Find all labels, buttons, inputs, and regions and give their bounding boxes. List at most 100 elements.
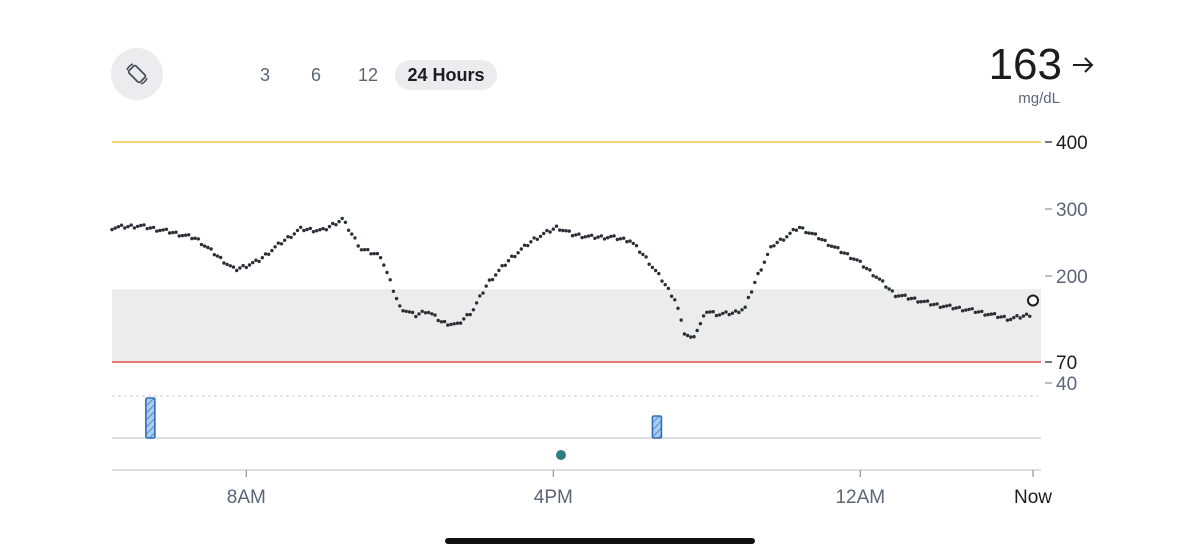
- glucose-point: [155, 229, 159, 233]
- y-tick-label: 70: [1056, 353, 1077, 374]
- glucose-point: [762, 260, 767, 264]
- glucose-point: [385, 270, 389, 275]
- range-option-3h[interactable]: 3: [259, 65, 270, 85]
- glucose-point: [574, 233, 578, 237]
- current-reading-marker[interactable]: [1027, 294, 1039, 307]
- rotate-button[interactable]: [111, 48, 163, 100]
- glucose-point: [733, 309, 738, 313]
- glucose-point: [327, 224, 332, 229]
- y-tick-label: 200: [1056, 267, 1088, 288]
- glucose-point: [983, 313, 987, 317]
- home-indicator[interactable]: [445, 538, 755, 544]
- glucose-point: [206, 245, 210, 250]
- glucose-point: [295, 228, 300, 233]
- glucose-point: [462, 317, 466, 321]
- glucose-point: [708, 310, 712, 314]
- glucose-point: [567, 229, 571, 233]
- glucose-point: [161, 228, 165, 232]
- glucose-point: [695, 328, 699, 333]
- glucose-point: [449, 322, 453, 327]
- glucose-point: [893, 294, 898, 299]
- target-range-band: [112, 289, 1041, 362]
- glucose-point: [570, 234, 575, 238]
- glucose-point: [820, 237, 824, 242]
- glucose-point: [289, 235, 293, 240]
- y-tick-label: 300: [1056, 200, 1088, 221]
- glucose-point: [417, 312, 421, 316]
- glucose-point: [135, 224, 140, 229]
- glucose-point: [638, 250, 642, 254]
- glucose-point: [948, 303, 952, 307]
- glucose-point: [913, 296, 917, 300]
- glucose-point: [423, 311, 428, 315]
- range-option-12h[interactable]: 12: [357, 65, 379, 85]
- glucose-point: [590, 233, 594, 237]
- glucose-point: [519, 247, 523, 251]
- glucose-point: [494, 273, 498, 277]
- glucose-point: [631, 241, 635, 246]
- glucose-point: [235, 268, 239, 273]
- glucose-point: [916, 300, 920, 304]
- glucose-point: [657, 271, 661, 276]
- glucose-point: [865, 266, 869, 271]
- range-option-6h[interactable]: 6: [310, 65, 321, 85]
- glucose-point: [513, 254, 517, 259]
- glucose-point: [711, 310, 715, 314]
- y-tick-label: 400: [1056, 133, 1088, 154]
- glucose-point: [139, 223, 143, 228]
- glucose-point: [334, 223, 338, 227]
- glucose-point: [804, 230, 808, 235]
- insulin-dose-bar[interactable]: [145, 397, 156, 439]
- current-glucose-value: 163: [988, 40, 1062, 89]
- glucose-point: [116, 225, 121, 229]
- glucose-point: [478, 294, 482, 298]
- glucose-point: [196, 237, 200, 241]
- glucose-point: [903, 293, 907, 297]
- glucose-point: [849, 256, 853, 261]
- glucose-point: [407, 310, 412, 314]
- glucose-point: [653, 268, 658, 273]
- glucose-point: [1028, 314, 1032, 318]
- glucose-point: [551, 227, 555, 231]
- glucose-point: [305, 227, 309, 232]
- range-option-24h[interactable]: 24 Hours: [395, 60, 497, 90]
- glucose-point: [542, 231, 546, 236]
- glucose-point: [529, 240, 533, 244]
- glucose-point: [791, 227, 795, 232]
- glucose-point: [452, 322, 456, 326]
- glucose-point: [1005, 318, 1010, 322]
- glucose-point: [622, 236, 626, 240]
- glucose-point: [340, 216, 344, 221]
- glucose-point: [1008, 317, 1013, 322]
- glucose-point: [359, 248, 364, 252]
- carb-entry-marker[interactable]: [555, 450, 566, 460]
- glucose-point: [183, 233, 188, 237]
- glucose-point: [868, 268, 872, 272]
- glucose-point: [740, 308, 744, 312]
- glucose-point: [244, 265, 248, 270]
- insulin-dose-bar[interactable]: [651, 415, 663, 439]
- glucose-point: [164, 227, 169, 231]
- glucose-point: [609, 234, 613, 239]
- glucose-point: [375, 251, 380, 256]
- glucose-point: [426, 310, 431, 315]
- glucose-point: [743, 305, 747, 309]
- glucose-point: [490, 277, 495, 282]
- glucose-point: [369, 252, 373, 256]
- glucose-point: [225, 262, 229, 267]
- glucose-point: [813, 232, 818, 236]
- glucose-point: [717, 313, 722, 317]
- glucose-point: [836, 246, 840, 250]
- glucose-point: [644, 255, 648, 259]
- glucose-point: [596, 235, 600, 239]
- glucose-point: [1002, 314, 1006, 319]
- glucose-point: [634, 244, 639, 248]
- glucose-point: [685, 333, 690, 338]
- glucose-point: [938, 305, 942, 309]
- glucose-point: [535, 237, 539, 241]
- glucose-point: [145, 226, 149, 231]
- glucose-point: [775, 240, 779, 245]
- glucose-point: [845, 252, 850, 256]
- glucose-point: [391, 289, 396, 293]
- glucose-point: [922, 299, 926, 304]
